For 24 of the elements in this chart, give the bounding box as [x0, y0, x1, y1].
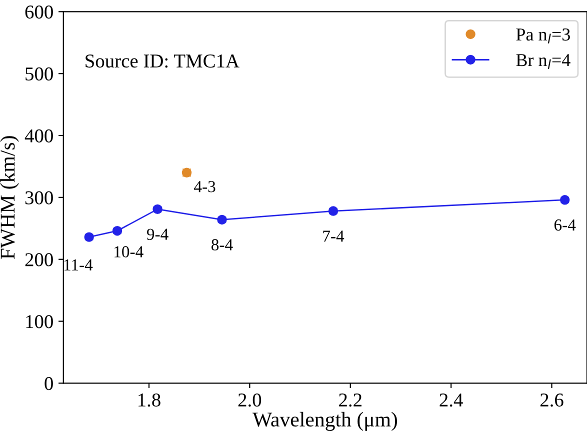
x-tick-label: 1.8 [138, 393, 160, 407]
y-tick-label: 500 [26, 67, 53, 81]
annotation: 4-3 [194, 181, 216, 192]
annotation: 9-4 [146, 228, 168, 240]
x-tick-label: 2.4 [440, 394, 463, 407]
x-tick-label: 2.2 [339, 394, 362, 407]
x-tick-label: 2.6 [540, 394, 564, 407]
annotation: Source ID: TMC1A [86, 54, 240, 68]
x-tick-label: 2.0 [238, 393, 262, 407]
annotation: 7-4 [323, 230, 344, 242]
y-tick-label: 100 [26, 315, 53, 328]
y-tick-label: 300 [25, 191, 53, 204]
legend-label: Pa n$_{l}$=3 [516, 28, 570, 44]
y-tick-label: 200 [25, 253, 53, 266]
annotation: 6-4 [554, 219, 576, 231]
y-tick-label: 400 [24, 129, 53, 142]
annotation: 11-4 [64, 259, 93, 270]
legend-label: Br n$_{l}$=4 [516, 54, 570, 69]
y-tick-label: 600 [25, 5, 53, 19]
y-axis-title: FWHM (km/s) [0, 136, 19, 260]
x-axis-title: Wavelength (μm) [252, 412, 397, 431]
annotation: 8-4 [212, 239, 233, 250]
annotation: 10-4 [114, 246, 144, 258]
y-tick-label: 0 [44, 377, 53, 390]
